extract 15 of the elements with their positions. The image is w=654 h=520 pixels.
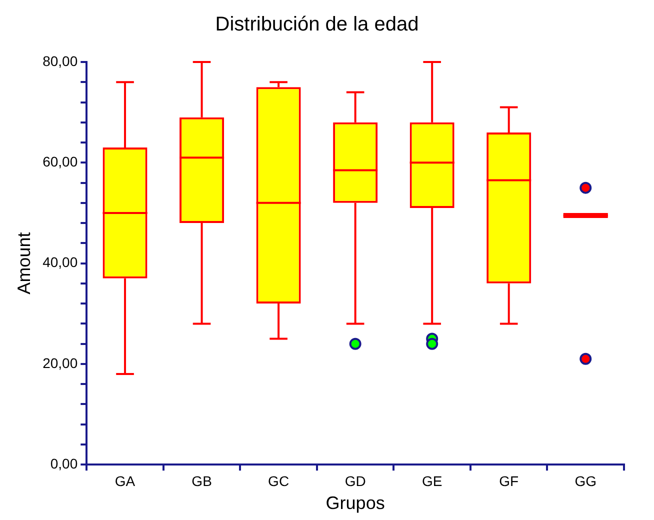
x-tick-label: GA xyxy=(114,472,136,489)
y-tick-label: 0,00 xyxy=(50,455,78,472)
x-tick-label: GE xyxy=(422,472,442,489)
y-tick-label: 60,00 xyxy=(42,154,78,170)
y-tick-label: 20,00 xyxy=(42,354,78,371)
x-tick-label: GG xyxy=(574,472,597,489)
y-axis-title: Amount xyxy=(14,232,34,294)
chart-title: Distribución de la edad xyxy=(215,14,419,36)
x-tick-label: GC xyxy=(268,472,290,489)
x-tick-label: GB xyxy=(192,472,212,489)
x-axis-title: Grupos xyxy=(326,493,385,514)
y-tick-label: 40,00 xyxy=(42,254,78,270)
x-tick-label: GF xyxy=(499,472,519,489)
x-tick-label: GD xyxy=(344,472,366,489)
y-tick-label: 80,00 xyxy=(42,52,78,69)
